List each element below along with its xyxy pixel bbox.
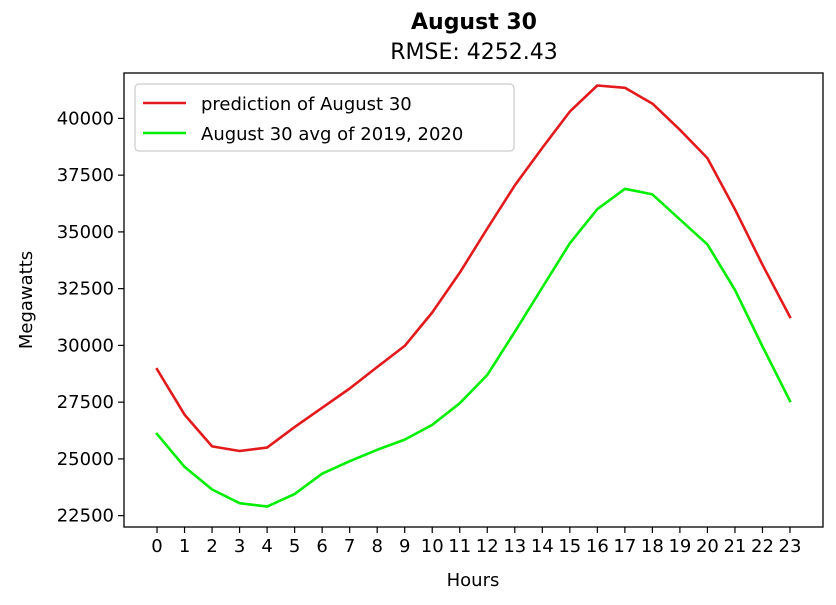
legend-box — [134, 83, 515, 152]
x-tick-label: 11 — [448, 536, 471, 557]
y-tick-label: 27500 — [57, 392, 114, 413]
x-tick-label: 2 — [206, 536, 217, 557]
x-tick-label: 0 — [151, 536, 162, 557]
x-tick-label: 1 — [179, 536, 190, 557]
y-axis-label: Megawatts — [16, 251, 37, 349]
y-tick-label: 37500 — [57, 165, 114, 186]
x-tick-label: 3 — [234, 536, 245, 557]
x-tick-label: 15 — [558, 536, 581, 557]
x-tick-label: 19 — [668, 536, 691, 557]
x-axis-label: Hours — [447, 570, 500, 591]
x-tick-label: 8 — [371, 536, 382, 557]
x-tick-label: 13 — [503, 536, 526, 557]
y-tick-label: 32500 — [57, 279, 114, 300]
legend: prediction of August 30 August 30 avg of… — [134, 83, 515, 152]
x-tick-label: 6 — [316, 536, 327, 557]
legend-label-prediction: prediction of August 30 — [201, 94, 412, 115]
series-line-0 — [155, 84, 792, 453]
x-tick-label: 5 — [289, 536, 300, 557]
y-tick-label: 25000 — [57, 449, 114, 470]
y-axis: 22500 25000 27500 30000 32500 35000 37500 40000 — [57, 108, 124, 527]
x-tick-label: 22 — [751, 536, 774, 557]
y-tick-label: 40000 — [57, 108, 114, 129]
x-tick-label: 10 — [421, 536, 444, 557]
x-tick-label: 14 — [531, 536, 554, 557]
series-layer — [155, 84, 792, 508]
x-tick-label: 16 — [586, 536, 609, 557]
plot-frame — [123, 72, 824, 528]
x-tick-label: 17 — [613, 536, 636, 557]
chart-subtitle: RMSE: 4252.43 — [390, 40, 558, 65]
x-tick-label: 20 — [696, 536, 719, 557]
chart-title: August 30 — [411, 10, 537, 35]
x-tick-label: 12 — [476, 536, 499, 557]
y-tick-label: 22500 — [57, 506, 114, 527]
x-tick-label: 7 — [344, 536, 355, 557]
x-tick-label: 4 — [261, 536, 272, 557]
x-axis: 0 1 2 3 4 5 6 7 8 9 10 11 12 13 14 15 16 17 18 19 20 21 22 23 — [151, 527, 801, 557]
legend-label-average: August 30 avg of 2019, 2020 — [201, 124, 463, 145]
x-tick-label: 9 — [399, 536, 410, 557]
y-tick-label: 30000 — [57, 335, 114, 356]
x-tick-label: 21 — [723, 536, 746, 557]
x-tick-label: 23 — [779, 536, 802, 557]
series-line-1 — [155, 187, 792, 508]
y-tick-label: 35000 — [57, 222, 114, 243]
x-tick-label: 18 — [641, 536, 664, 557]
